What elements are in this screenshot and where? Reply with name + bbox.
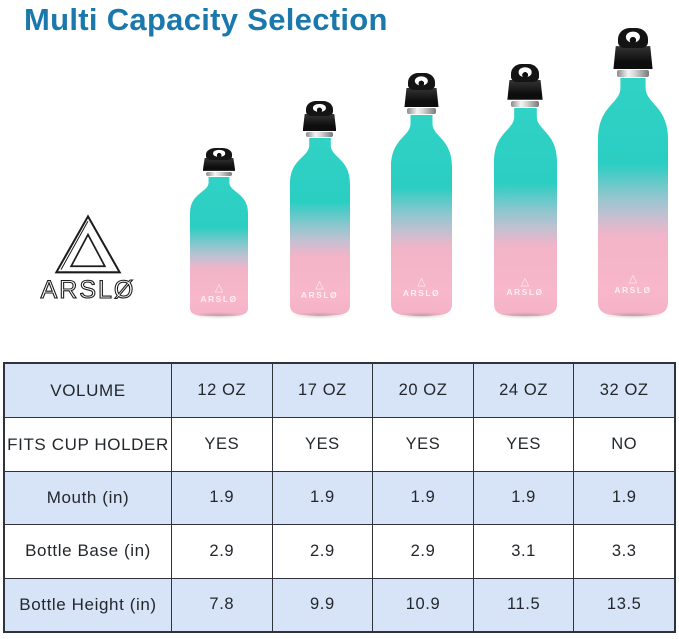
- bottle-32oz: △ ARSLØ: [598, 28, 668, 319]
- row-label-volume: VOLUME: [5, 364, 171, 418]
- steel-band: [407, 108, 436, 115]
- bottle-cap: [404, 88, 439, 108]
- cell-height-32oz: 13.5: [573, 577, 674, 631]
- bottle-cap: [613, 46, 653, 70]
- cell-mouth-32oz: 1.9: [573, 470, 674, 525]
- bottle-cap: [302, 114, 337, 132]
- cell-cup-holder-12oz: YES: [171, 417, 272, 471]
- cap-loop-icon: [408, 73, 435, 90]
- cap-loop-icon: [206, 148, 232, 160]
- bottle-20oz: △ ARSLØ: [391, 73, 452, 319]
- bottle-shadow: [394, 312, 449, 319]
- cell-base-24oz: 3.1: [472, 524, 574, 578]
- col-header-12oz: 12 OZ: [171, 364, 272, 418]
- page-title: Multi Capacity Selection: [24, 2, 388, 37]
- brand-name-text: ARSLØ: [41, 276, 136, 304]
- cell-cup-holder-20oz: YES: [372, 417, 473, 471]
- steel-band: [205, 171, 233, 176]
- col-header-17oz: 17 OZ: [271, 364, 373, 418]
- bottle-body: △ ARSLØ: [391, 115, 452, 316]
- brand-logo: ARSLØ: [33, 213, 143, 305]
- cell-mouth-12oz: 1.9: [171, 470, 272, 525]
- cell-mouth-17oz: 1.9: [271, 470, 373, 525]
- row-label-base: Bottle Base (in): [5, 524, 171, 577]
- cell-base-17oz: 2.9: [271, 524, 373, 578]
- bottle-17oz: △ ARSLØ: [289, 101, 350, 319]
- bottle-body: △ ARSLØ: [493, 107, 557, 316]
- bottle-cap: [202, 157, 236, 171]
- bottle-shadow: [497, 312, 553, 319]
- cell-base-20oz: 2.9: [372, 524, 473, 578]
- cell-cup-holder-32oz: NO: [573, 417, 674, 471]
- bottle-body: △ ARSLØ: [598, 78, 668, 316]
- cap-loop-icon: [617, 28, 649, 49]
- cap-loop-icon: [511, 64, 539, 82]
- cell-height-20oz: 10.9: [372, 577, 473, 631]
- steel-band: [510, 100, 540, 107]
- spec-table: VOLUME 12 OZ 17 OZ 20 OZ 24 OZ 32 OZ FIT…: [3, 362, 676, 633]
- cell-height-24oz: 11.5: [472, 577, 574, 631]
- bottle-lineup: △ ARSLØ △ ARSLØ: [190, 28, 668, 319]
- cell-mouth-24oz: 1.9: [472, 470, 574, 525]
- brand-wordmark: ARSLØ: [40, 275, 136, 304]
- col-header-24oz: 24 OZ: [472, 364, 574, 418]
- bottle-24oz: △ ARSLØ: [493, 64, 557, 319]
- cell-height-17oz: 9.9: [271, 577, 373, 631]
- col-header-20oz: 20 OZ: [372, 364, 473, 418]
- cell-cup-holder-24oz: YES: [472, 417, 574, 471]
- bottle-body: △ ARSLØ: [289, 138, 350, 316]
- bottle-body: △ ARSLØ: [190, 176, 248, 316]
- cell-base-12oz: 2.9: [171, 524, 272, 578]
- steel-band: [305, 132, 334, 138]
- bottle-shadow: [193, 312, 245, 319]
- cell-height-12oz: 7.8: [171, 577, 272, 631]
- col-header-32oz: 32 OZ: [573, 364, 674, 418]
- bottle-12oz: △ ARSLØ: [190, 148, 248, 319]
- bottle-cap: [507, 79, 543, 100]
- row-label-mouth: Mouth (in): [5, 470, 171, 525]
- brand-triangle-icon: [54, 214, 122, 274]
- cell-cup-holder-17oz: YES: [271, 417, 373, 471]
- bottle-shadow: [602, 312, 664, 319]
- cap-loop-icon: [306, 101, 333, 117]
- cell-mouth-20oz: 1.9: [372, 470, 473, 525]
- bottle-shadow: [293, 312, 346, 319]
- steel-band: [616, 70, 650, 78]
- row-label-height: Bottle Height (in): [5, 577, 171, 631]
- row-label-cup-holder: FITS CUP HOLDER: [5, 417, 171, 470]
- cell-base-32oz: 3.3: [573, 524, 674, 578]
